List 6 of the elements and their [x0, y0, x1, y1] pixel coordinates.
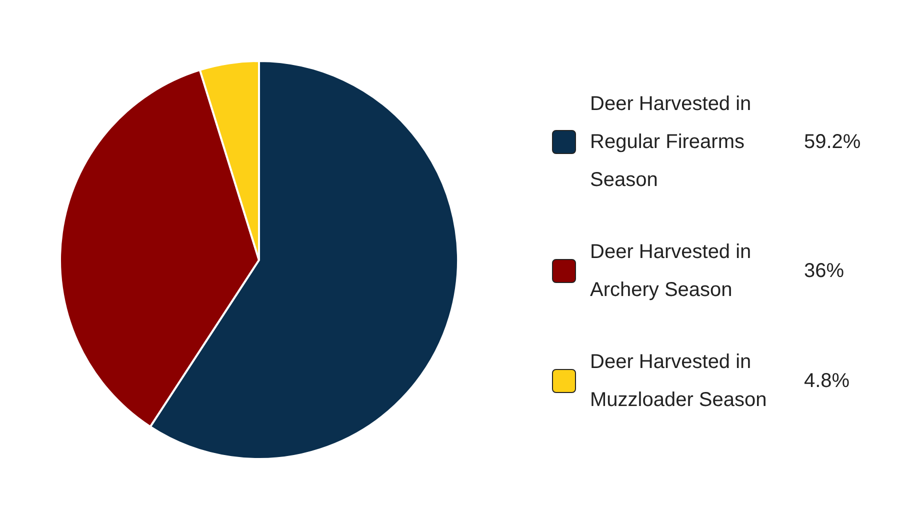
legend-label: Deer Harvested in Regular Firearms Season — [590, 92, 752, 193]
data-label: 36% — [804, 260, 844, 282]
data-label: 4.8% — [804, 370, 850, 392]
legend-label: Deer Harvested in Muzzloader Season — [590, 350, 768, 413]
data-label: 59.2% — [804, 130, 861, 154]
legend-label: Deer Harvested in Archery Season — [590, 240, 752, 303]
